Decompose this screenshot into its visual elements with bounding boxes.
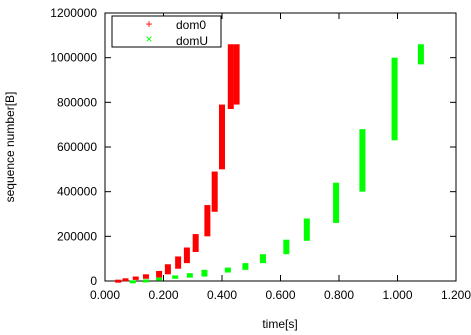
x-axis: 0.000 0.200 0.400 0.600 0.800 1.000 1.200: [90, 13, 471, 302]
legend: + dom0 × domU: [111, 15, 222, 48]
y-tick-label: 600000: [57, 140, 97, 154]
data-point-dom0: [132, 276, 139, 280]
data-point-dom0: [156, 270, 163, 278]
data-point-domU: [359, 129, 366, 192]
data-point-domU: [303, 218, 310, 241]
data-point-dom0: [175, 256, 182, 269]
data-point-domU: [242, 263, 249, 270]
data-point-domU: [172, 275, 179, 279]
x-tick-label: 0.400: [207, 288, 237, 302]
y-axis-label: sequence number[B]: [3, 92, 17, 203]
data-point-dom0: [211, 171, 218, 212]
data-point-dom0: [122, 278, 129, 282]
y-tick-label: 1200000: [50, 6, 97, 20]
data-point-dom0: [183, 247, 190, 264]
data-point-dom0: [219, 104, 225, 170]
legend-box: [111, 15, 222, 48]
data-point-domU: [129, 280, 136, 284]
y-tick-label: 0: [90, 274, 97, 288]
data-point-domU: [142, 279, 149, 283]
y-tick-label: 200000: [57, 229, 97, 243]
x-tick-label: 1.000: [382, 288, 412, 302]
data-point-domU: [391, 57, 398, 141]
x-axis-label: time[s]: [262, 317, 297, 331]
x-tick-label: 0.200: [148, 288, 178, 302]
data-point-domU: [259, 254, 266, 264]
data-point-dom0: [164, 264, 171, 275]
data-point-domU: [333, 182, 340, 223]
data-point-dom0: [192, 234, 199, 252]
data-point-dom0: [233, 44, 240, 105]
data-point-domU: [417, 44, 424, 65]
legend-label-dom0: dom0: [176, 18, 206, 32]
legend-marker-dom0: +: [145, 17, 152, 31]
data-point-domU: [224, 267, 231, 273]
plot-area: [104, 12, 457, 282]
data-point-domU: [186, 273, 193, 278]
data-point-dom0: [115, 279, 122, 283]
data-point-domU: [201, 269, 208, 277]
data-point-dom0: [204, 205, 211, 237]
x-tick-label: 0.800: [324, 288, 354, 302]
series-layer: [115, 44, 424, 284]
y-tick-label: 400000: [57, 185, 97, 199]
x-tick-label: 0.000: [90, 288, 120, 302]
data-point-dom0: [227, 44, 234, 110]
data-point-domU: [156, 277, 163, 281]
data-point-dom0: [142, 274, 149, 279]
legend-marker-domu: ×: [145, 32, 152, 46]
x-tick-label: 0.600: [265, 288, 295, 302]
y-tick-label: 800000: [57, 95, 97, 109]
y-tick-label: 1000000: [50, 51, 97, 65]
series-dom0: [115, 44, 240, 283]
y-axis: 0 200000 400000 600000 800000 1000000 1200000: [50, 6, 456, 288]
series-domU: [129, 44, 424, 284]
x-tick-label: 1.200: [441, 288, 471, 302]
legend-label-domu: domU: [176, 34, 208, 48]
data-point-domU: [283, 239, 290, 255]
